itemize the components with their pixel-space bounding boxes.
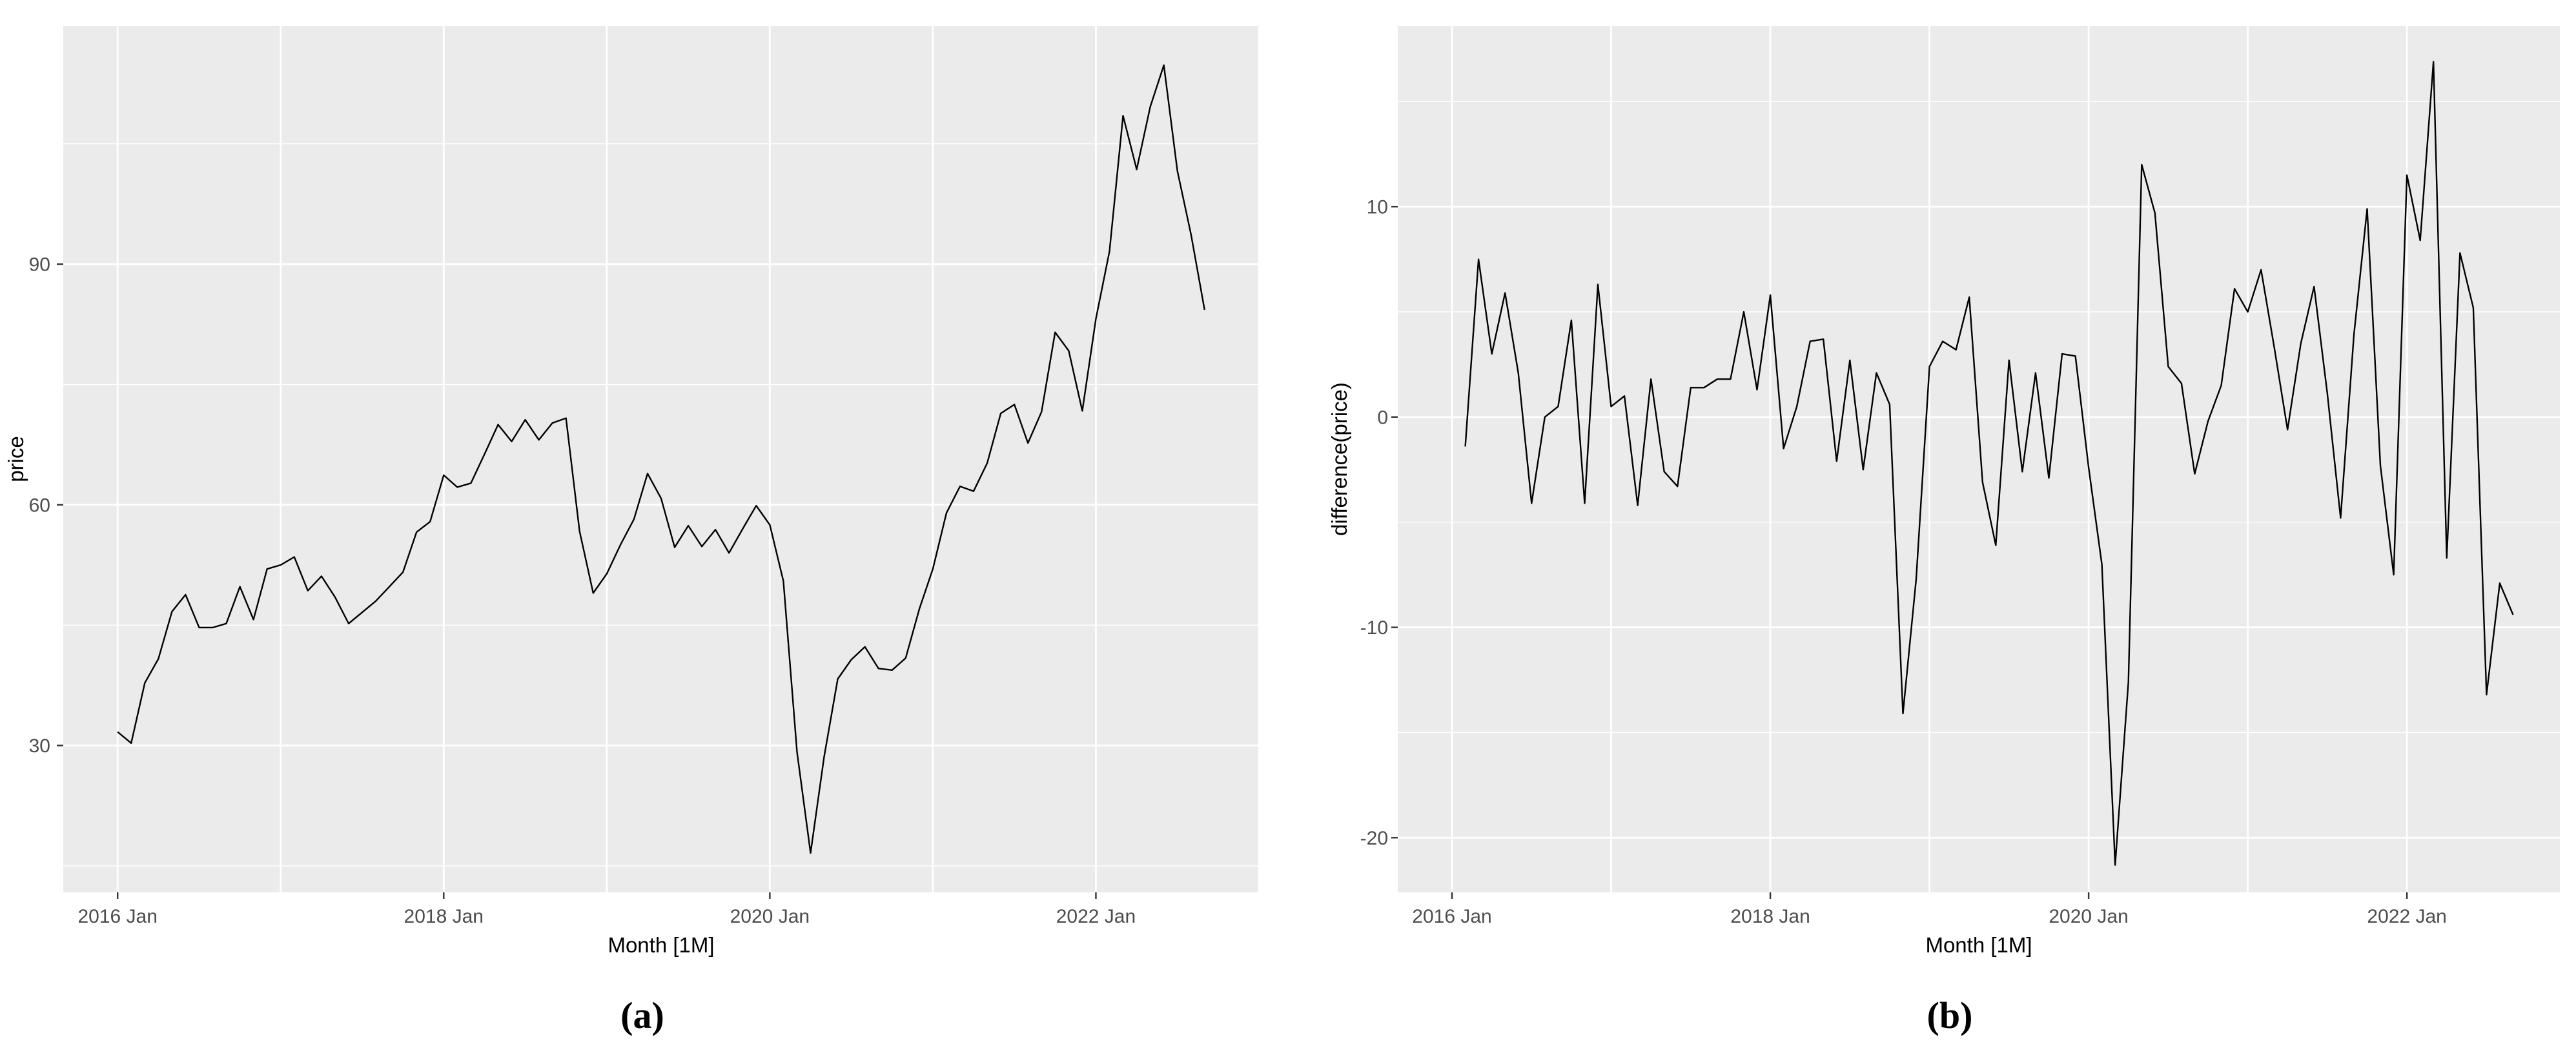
x-tick-label: 2016 Jan	[1412, 906, 1491, 927]
grid-minor-a	[63, 143, 1259, 867]
y-tick-label: 90	[29, 254, 50, 276]
grid-major-b	[1398, 26, 2560, 892]
caption-b: (b)	[1927, 994, 1973, 1036]
price-series-line	[117, 64, 1205, 854]
y-tick-label: -10	[1360, 617, 1388, 639]
x-axis-title-a: Month [1M]	[608, 933, 714, 957]
x-tick-label: 2022 Jan	[2367, 906, 2446, 927]
caption-a: (a)	[620, 994, 664, 1036]
axis-ticks-a	[57, 263, 1097, 899]
chart-a: 2016 Jan 2018 Jan 2020 Jan 2022 Jan 30 60 90 Mo…	[4, 26, 1260, 1036]
x-tick-label: 2018 Jan	[1730, 906, 1810, 927]
y-tick-label: 0	[1377, 407, 1388, 428]
grid-major-a	[63, 26, 1260, 892]
y-tick-label: -20	[1360, 828, 1388, 849]
y-tick-label: 30	[29, 735, 50, 757]
x-tick-label: 2018 Jan	[404, 906, 484, 927]
chart-b: 2016 Jan 2018 Jan 2020 Jan 2022 Jan 10 0 -10 -2…	[1327, 26, 2560, 1036]
y-tick-label: 10	[1367, 197, 1388, 218]
grid-minor-b	[1398, 101, 2560, 734]
x-tick-label: 2020 Jan	[2049, 906, 2128, 927]
panel-background-a	[63, 26, 1259, 892]
y-axis-title-b: difference(price)	[1327, 382, 1351, 536]
panel-background-b	[1398, 26, 2560, 892]
x-tick-label: 2020 Jan	[730, 906, 810, 927]
differenceprice-series-line	[1464, 61, 2514, 866]
y-tick-label: 60	[29, 495, 50, 516]
axis-ticks-b	[1391, 205, 2408, 899]
x-tick-label: 2022 Jan	[1056, 906, 1136, 927]
x-tick-label: 2016 Jan	[77, 906, 157, 927]
y-axis-title-a: price	[4, 436, 28, 482]
x-axis-title-b: Month [1M]	[1925, 933, 2032, 957]
